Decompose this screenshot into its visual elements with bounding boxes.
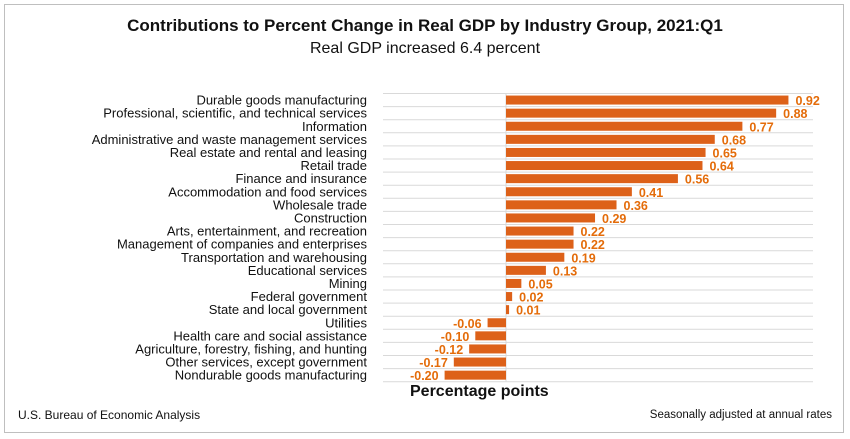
bar — [469, 344, 506, 354]
bar — [506, 226, 574, 236]
data-label: 0.88 — [783, 107, 807, 121]
bar — [444, 370, 506, 380]
category-label: Finance and insurance — [235, 171, 367, 186]
category-label: Agriculture, forestry, fishing, and hunt… — [135, 341, 367, 356]
category-label: Educational services — [248, 263, 368, 278]
data-label: 0.05 — [528, 277, 552, 291]
data-label: 0.64 — [709, 160, 733, 174]
source-note: U.S. Bureau of Economic Analysis — [18, 408, 201, 422]
category-label: Transportation and warehousing — [181, 250, 367, 265]
bar — [506, 174, 678, 184]
chart-title: Contributions to Percent Change in Real … — [127, 16, 723, 35]
data-label: 0.56 — [685, 173, 709, 187]
data-label: 0.36 — [624, 199, 648, 213]
data-label: 0.01 — [516, 304, 540, 318]
data-label: 0.22 — [581, 225, 605, 239]
chart-frame — [4, 4, 844, 433]
data-label: 0.02 — [519, 291, 543, 305]
bar — [475, 331, 506, 341]
bar — [487, 318, 506, 328]
data-label: -0.10 — [441, 330, 470, 344]
data-label: 0.68 — [722, 133, 746, 147]
bar — [506, 213, 596, 223]
category-label: Information — [302, 119, 367, 134]
data-label: -0.20 — [410, 369, 439, 383]
bar — [506, 134, 715, 144]
data-label: 0.41 — [639, 186, 663, 200]
data-label: 0.77 — [749, 120, 773, 134]
bar — [506, 252, 565, 262]
category-label: Federal government — [251, 289, 368, 304]
data-label: -0.06 — [453, 317, 482, 331]
data-label: -0.12 — [435, 343, 464, 357]
category-label: Mining — [329, 276, 367, 291]
category-label: Other services, except government — [165, 355, 367, 370]
category-label: Accommodation and food services — [168, 184, 367, 199]
seasonal-note: Seasonally adjusted at annual rates — [649, 409, 832, 421]
bar — [506, 161, 703, 171]
data-label: 0.29 — [602, 212, 626, 226]
category-label: Durable goods manufacturing — [196, 93, 367, 108]
bar — [506, 292, 513, 302]
data-label: 0.13 — [553, 264, 577, 278]
category-label: Nondurable goods manufacturing — [175, 368, 367, 383]
data-label: -0.17 — [419, 356, 448, 370]
bar — [453, 357, 506, 367]
data-label: 0.22 — [581, 238, 605, 252]
category-label: Real estate and rental and leasing — [170, 145, 367, 160]
bar — [506, 121, 743, 131]
bar — [506, 147, 706, 157]
category-label: Utilities — [325, 315, 367, 330]
bar — [506, 95, 789, 105]
bar — [506, 305, 510, 315]
bar — [506, 108, 777, 118]
category-label: Administrative and waste management serv… — [92, 132, 368, 147]
category-label: Professional, scientific, and technical … — [103, 106, 367, 121]
category-label: Retail trade — [301, 158, 367, 173]
bar — [506, 187, 632, 197]
category-label: Construction — [294, 210, 367, 225]
bar — [506, 239, 574, 249]
data-label: 0.92 — [795, 94, 819, 108]
category-label: Management of companies and enterprises — [117, 237, 368, 252]
chart-subtitle: Real GDP increased 6.4 percent — [309, 40, 541, 57]
category-label: Health care and social assistance — [173, 328, 367, 343]
category-label: Wholesale trade — [273, 197, 367, 212]
bar — [506, 200, 617, 210]
bar — [506, 265, 546, 275]
data-label: 0.65 — [713, 146, 737, 160]
category-label: State and local government — [209, 302, 368, 317]
bar — [506, 278, 522, 288]
x-axis-label: Percentage points — [410, 383, 549, 400]
category-label: Arts, entertainment, and recreation — [167, 224, 367, 239]
data-label: 0.19 — [571, 251, 595, 265]
